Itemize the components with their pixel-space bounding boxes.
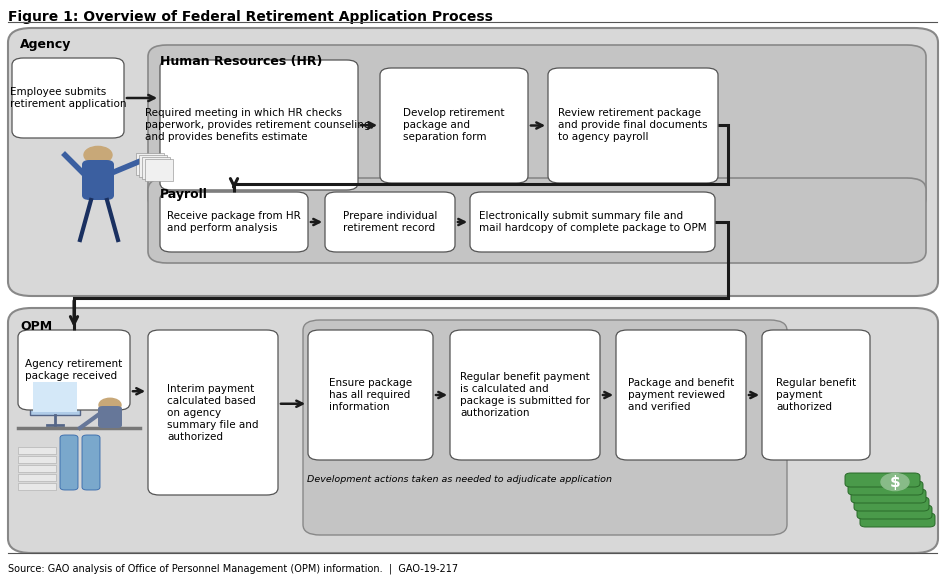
Text: Payroll: Payroll [160, 188, 208, 201]
Text: Ensure package
has all required
information: Ensure package has all required informat… [329, 378, 412, 412]
Text: Regular benefit payment
is calculated and
package is submitted for
authorization: Regular benefit payment is calculated an… [460, 372, 589, 418]
Text: Review retirement package
and provide final documents
to agency payroll: Review retirement package and provide fi… [558, 108, 707, 142]
FancyBboxPatch shape [844, 473, 919, 487]
Text: Regular benefit
payment
authorized: Regular benefit payment authorized [775, 378, 855, 412]
FancyBboxPatch shape [379, 68, 528, 183]
FancyBboxPatch shape [8, 28, 937, 296]
Text: Develop retirement
package and
separation form: Develop retirement package and separatio… [403, 108, 504, 142]
FancyBboxPatch shape [615, 330, 745, 460]
FancyBboxPatch shape [148, 178, 925, 263]
FancyBboxPatch shape [853, 497, 928, 511]
Text: Agency: Agency [20, 38, 72, 51]
FancyBboxPatch shape [18, 483, 56, 490]
FancyBboxPatch shape [548, 68, 717, 183]
FancyBboxPatch shape [449, 330, 599, 460]
FancyBboxPatch shape [325, 192, 454, 252]
FancyBboxPatch shape [18, 465, 56, 472]
FancyBboxPatch shape [148, 45, 925, 210]
Circle shape [84, 146, 112, 164]
Circle shape [99, 398, 121, 412]
FancyBboxPatch shape [8, 308, 937, 553]
Text: Employee submits
retirement application: Employee submits retirement application [9, 87, 126, 109]
FancyBboxPatch shape [303, 320, 786, 535]
FancyBboxPatch shape [847, 481, 922, 495]
FancyBboxPatch shape [82, 160, 114, 200]
FancyBboxPatch shape [136, 153, 164, 175]
FancyBboxPatch shape [859, 513, 934, 527]
Text: Package and benefit
payment reviewed
and verified: Package and benefit payment reviewed and… [627, 378, 733, 412]
FancyBboxPatch shape [18, 330, 130, 410]
Text: Receive package from HR
and perform analysis: Receive package from HR and perform anal… [167, 211, 300, 233]
FancyBboxPatch shape [33, 382, 76, 412]
FancyBboxPatch shape [160, 192, 308, 252]
FancyBboxPatch shape [160, 60, 358, 190]
FancyBboxPatch shape [139, 155, 167, 177]
Text: Figure 1: Overview of Federal Retirement Application Process: Figure 1: Overview of Federal Retirement… [8, 10, 493, 24]
FancyBboxPatch shape [856, 505, 931, 519]
FancyBboxPatch shape [12, 58, 124, 138]
FancyBboxPatch shape [30, 377, 80, 415]
FancyBboxPatch shape [59, 435, 78, 490]
FancyBboxPatch shape [308, 330, 432, 460]
FancyBboxPatch shape [18, 456, 56, 463]
Text: Prepare individual
retirement record: Prepare individual retirement record [343, 211, 437, 233]
FancyBboxPatch shape [98, 406, 122, 428]
Text: OPM: OPM [20, 320, 52, 333]
FancyBboxPatch shape [469, 192, 715, 252]
Text: Human Resources (HR): Human Resources (HR) [160, 55, 322, 68]
FancyBboxPatch shape [851, 489, 925, 503]
FancyBboxPatch shape [18, 474, 56, 481]
FancyBboxPatch shape [82, 435, 100, 490]
Text: Required meeting in which HR checks
paperwork, provides retirement counseling,
a: Required meeting in which HR checks pape… [144, 108, 373, 142]
FancyBboxPatch shape [142, 157, 170, 179]
Text: Electronically submit summary file and
mail hardcopy of complete package to OPM: Electronically submit summary file and m… [479, 211, 705, 233]
Text: Agency retirement
package received: Agency retirement package received [25, 359, 123, 381]
FancyBboxPatch shape [761, 330, 869, 460]
Circle shape [880, 474, 908, 490]
Text: Interim payment
calculated based
on agency
summary file and
authorized: Interim payment calculated based on agen… [167, 383, 259, 442]
Text: $: $ [888, 475, 900, 489]
FancyBboxPatch shape [18, 447, 56, 454]
Text: Source: GAO analysis of Office of Personnel Management (OPM) information.  |  GA: Source: GAO analysis of Office of Person… [8, 563, 458, 574]
FancyBboxPatch shape [148, 330, 278, 495]
Text: Development actions taken as needed to adjudicate application: Development actions taken as needed to a… [307, 475, 612, 485]
FancyBboxPatch shape [144, 159, 173, 181]
